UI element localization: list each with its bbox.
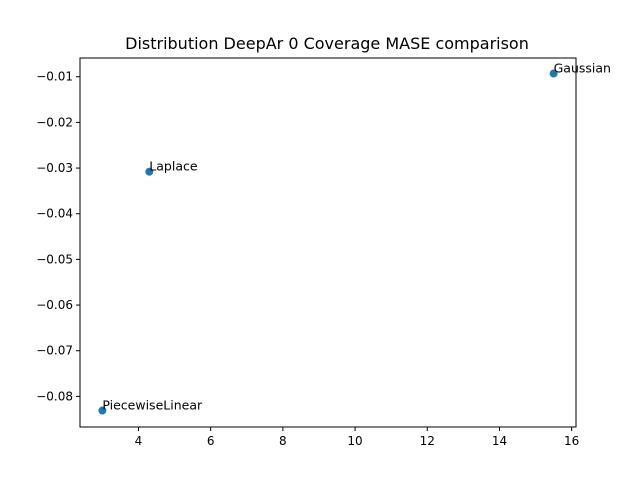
x-tick-label: 4 <box>135 434 143 448</box>
x-tick-label: 14 <box>492 434 507 448</box>
y-tick-label: −0.03 <box>36 161 73 175</box>
x-tick-label: 6 <box>207 434 215 448</box>
scatter-point <box>549 69 558 78</box>
y-tick-label: −0.04 <box>36 207 73 221</box>
y-tick-label: −0.08 <box>36 389 73 403</box>
scatter-point <box>145 167 154 176</box>
data-points: Gaussian Laplace PiecewiseLinear <box>98 61 611 415</box>
y-tick-label: −0.02 <box>36 115 73 129</box>
y-tick-label: −0.01 <box>36 70 73 84</box>
y-tick-label: −0.07 <box>36 344 73 358</box>
y-tick-label: −0.05 <box>36 252 73 266</box>
scatter-point <box>98 406 107 415</box>
plot-area <box>79 57 577 428</box>
y-tick-label: −0.06 <box>36 298 73 312</box>
x-axis: 4 6 8 10 12 14 16 <box>135 427 579 448</box>
x-tick-label: 8 <box>279 434 287 448</box>
x-tick-label: 16 <box>564 434 579 448</box>
x-tick-label: 10 <box>347 434 362 448</box>
y-axis: −0.08 −0.07 −0.06 −0.05 −0.04 −0.03 −0.02 −0.01 <box>36 70 80 403</box>
x-tick-label: 12 <box>420 434 435 448</box>
point-label: Laplace <box>149 159 198 174</box>
point-label: Gaussian <box>554 61 611 76</box>
chart-title: Distribution DeepAr 0 Coverage MASE comp… <box>125 34 529 53</box>
point-label: PiecewiseLinear <box>102 398 203 413</box>
